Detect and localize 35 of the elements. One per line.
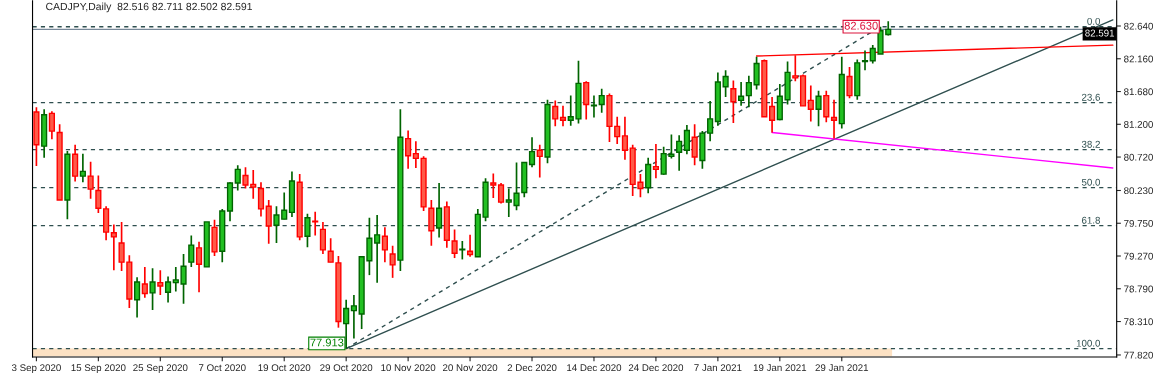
x-tick-label: 19 Jan 2021 [753,364,807,372]
annotation: 100.0 [1076,339,1101,347]
x-tick-label: 29 Oct 2020 [320,364,373,372]
chart-title: CADJPY,Daily 82.516 82.711 82.502 82.591 [46,2,252,13]
ref-line-label: 82.591 [1085,29,1115,37]
y-tick-label: 78.310 [1124,318,1153,326]
x-tick-label: 7 Oct 2020 [198,364,246,372]
y-tick-label: 81.200 [1124,121,1153,128]
y-tick-label: 82.640 [1124,22,1153,30]
x-tick-label: 24 Dec 2020 [628,364,684,372]
data-label: 77.913 [310,338,344,347]
x-tick-label: 29 Jan 2021 [815,364,869,372]
y-tick-label: 80.230 [1124,187,1153,195]
y-tick-label: 81.680 [1124,88,1153,96]
x-tick-label: 20 Nov 2020 [442,364,498,372]
annotation: 50.0 [1081,178,1101,186]
x-tick-label: 15 Sep 2020 [71,364,126,374]
y-tick-label: 77.820 [1124,351,1153,359]
x-tick-label: 3 Sep 2020 [11,364,61,374]
y-tick-label: 79.750 [1124,219,1153,227]
x-tick-label: 14 Dec 2020 [567,364,622,372]
x-tick-label: 7 Jan 2021 [694,364,742,372]
y-tick-label: 82.160 [1124,55,1153,63]
annotation: 61.8 [1081,216,1100,224]
x-tick-label: 25 Sep 2020 [133,364,188,374]
annotation: 23.6 [1081,93,1100,101]
x-tick-label: 10 Nov 2020 [381,364,436,372]
y-tick-label: 80.720 [1124,153,1153,161]
annotation: 0.0 [1087,17,1101,25]
data-label: 82.630 [844,21,878,30]
y-tick-label: 78.790 [1124,285,1153,293]
annotation: 38.2 [1081,140,1100,148]
x-tick-label: 19 Oct 2020 [258,364,311,372]
x-tick-label: 2 Dec 2020 [507,364,557,372]
y-tick-label: 79.270 [1124,252,1153,260]
